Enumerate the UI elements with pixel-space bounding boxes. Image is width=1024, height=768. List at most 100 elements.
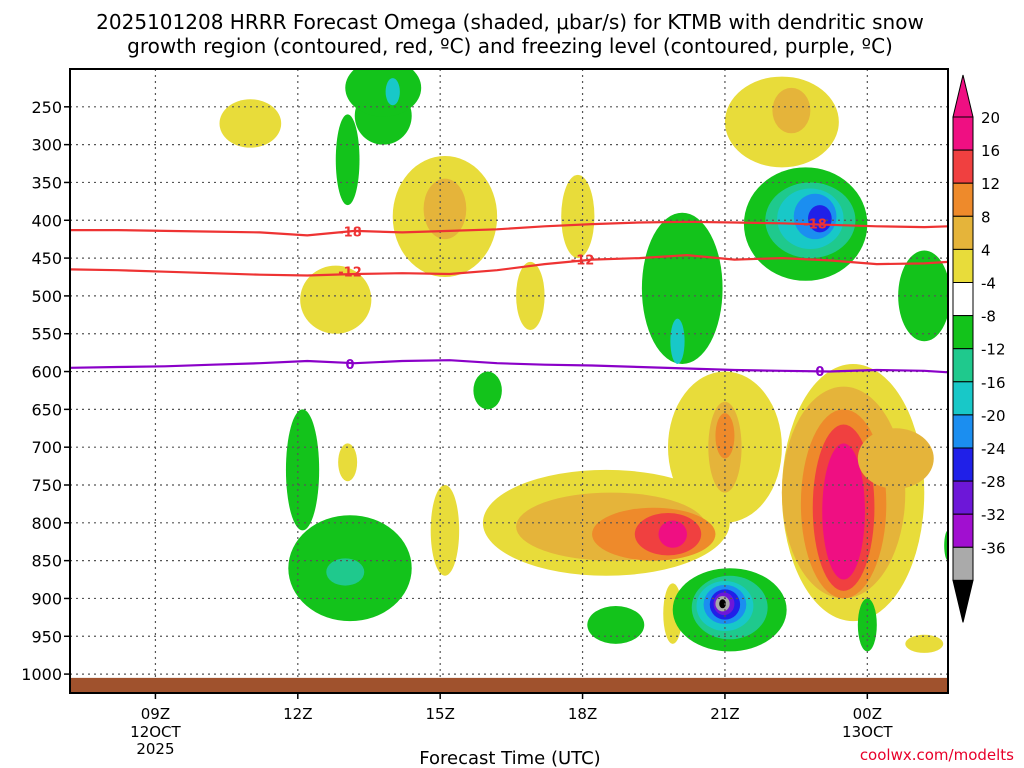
omega-region-yellow-500-13z xyxy=(300,265,372,334)
colorbar-swatch-4 xyxy=(952,248,974,283)
label-0-23z: 0 xyxy=(815,365,824,380)
chart-title-line-1: 2025101208 HRRR Forecast Omega (shaded, … xyxy=(96,10,924,34)
x-tick-label-09Z: 09Z xyxy=(141,705,170,723)
plot-frame xyxy=(69,68,949,694)
y-tick-label-750: 750 xyxy=(31,476,62,495)
colorbar-label--12: -12 xyxy=(981,341,1006,359)
colorbar-label-20: 20 xyxy=(981,109,1000,127)
omega-region-magenta-760-23z xyxy=(822,443,865,580)
omega-region-black-910-21z xyxy=(719,599,726,609)
x-tick-date-09Z: 12OCT xyxy=(130,723,181,741)
colorbar-swatch--12 xyxy=(952,348,974,383)
colorbar-swatch--28 xyxy=(952,480,974,515)
x-tick-date-00Z: 13OCT xyxy=(842,723,893,741)
colorbar-top-arrow xyxy=(952,74,974,118)
y-tick-label-800: 800 xyxy=(31,514,62,533)
y-tick-label-250: 250 xyxy=(31,98,62,117)
isotherm--18-label: -18 xyxy=(338,226,362,241)
x-tick-label-18Z: 18Z xyxy=(568,705,597,723)
x-tick-label-12Z: 12Z xyxy=(283,705,312,723)
colorbar-label-4: 4 xyxy=(981,241,991,259)
colorbar-label-16: 16 xyxy=(981,142,1000,160)
omega-region-yellow-250 xyxy=(219,99,282,148)
y-tick-label-500: 500 xyxy=(31,287,62,306)
colorbar-swatch--36 xyxy=(952,546,974,581)
colorbar-label-8: 8 xyxy=(981,208,991,226)
colorbar: 20 16 12 8 4 -4 -8 -12 -16 -20 -24 -28 -32 -36 xyxy=(952,74,1006,623)
isotherm-0-label: 0 xyxy=(345,358,354,373)
label-18-23z: -18 xyxy=(803,217,827,232)
colorbar-label--16: -16 xyxy=(981,374,1006,392)
colorbar-swatch--24 xyxy=(952,447,974,482)
colorbar-swatch--20 xyxy=(952,414,974,449)
colorbar-swatch-8 xyxy=(952,215,974,250)
y-tick-label-700: 700 xyxy=(31,438,62,457)
isotherm--12-label: -12 xyxy=(338,266,362,281)
y-tick-label-950: 950 xyxy=(31,627,62,646)
colorbar-bottom-arrow xyxy=(952,579,974,623)
y-tick-label-450: 450 xyxy=(31,249,62,268)
x-tick-year-09Z: 2025 xyxy=(136,740,174,758)
colorbar-label--20: -20 xyxy=(981,407,1006,425)
colorbar-swatch-20 xyxy=(952,116,974,151)
omega-region-green-thin-300 xyxy=(335,114,360,206)
omega-region-yellow-800-15z xyxy=(430,485,460,576)
x-axis-title: Forecast Time (UTC) xyxy=(419,748,600,768)
omega-region-green-700-12z xyxy=(285,409,320,531)
omega-region-gold-720-24z xyxy=(857,428,934,489)
y-tick-label-650: 650 xyxy=(31,400,62,419)
y-tick-label-350: 350 xyxy=(31,173,62,192)
isotherm--12-line xyxy=(70,253,948,277)
omega-region-yellow-480-17z xyxy=(516,261,545,330)
colorbar-swatch-16 xyxy=(952,149,974,184)
isotherm-contours: -18 -12 0 -12 -18 0 xyxy=(70,217,948,380)
colorbar-label--36: -36 xyxy=(981,539,1006,557)
y-tick-label-600: 600 xyxy=(31,363,62,382)
colorbar-swatch--8 xyxy=(952,315,974,350)
colorbar-swatch--4 xyxy=(952,282,974,317)
x-tick-label-21Z: 21Z xyxy=(710,705,739,723)
omega-region-teal-870-13z xyxy=(326,558,365,586)
omega-region-gold-250-22z xyxy=(772,87,811,134)
chart-title-line-2: growth region (contoured, red, ºC) and f… xyxy=(127,34,893,58)
y-tick-label-850: 850 xyxy=(31,552,62,571)
label-12-18z: -12 xyxy=(571,254,595,269)
colorbar-label-12: 12 xyxy=(981,175,1000,193)
omega-region-green-620-16z xyxy=(473,371,502,410)
isotherm--18-line xyxy=(70,220,948,237)
y-tick-label-300: 300 xyxy=(31,136,62,155)
omega-region-magenta-820-20z xyxy=(658,520,687,548)
isotherm-0-line xyxy=(70,359,948,374)
omega-region-green-480-20z xyxy=(641,212,723,364)
omega-region-gold-375 xyxy=(423,178,467,240)
omega-region-cyan-560-20z xyxy=(670,318,685,364)
x-tick-label-00Z: 00Z xyxy=(853,705,882,723)
colorbar-swatch-12 xyxy=(952,182,974,217)
y-tick-label-900: 900 xyxy=(31,589,62,608)
omega-region-green-920-24z xyxy=(857,598,877,652)
omega-shading xyxy=(219,69,948,653)
omega-region-yellow-960-25z xyxy=(905,634,944,653)
colorbar-label--28: -28 xyxy=(981,473,1006,491)
omega-region-yellow-400-18z xyxy=(561,174,595,259)
y-tick-label-400: 400 xyxy=(31,211,62,230)
omega-region-cyan-top-core xyxy=(385,78,400,106)
ground-terrain xyxy=(70,677,948,693)
colorbar-label--4: -4 xyxy=(981,275,996,293)
omega-region-green-top-blob xyxy=(345,69,422,117)
colorbar-swatch--32 xyxy=(952,513,974,548)
y-tick-label-1000: 1000 xyxy=(21,665,62,684)
omega-region-yellow-720-13z xyxy=(338,443,358,482)
colorbar-label--32: -32 xyxy=(981,506,1006,524)
plot-area: -18 -12 0 -12 -18 0 xyxy=(70,69,948,693)
credit-link[interactable]: coolwx.com/modelts xyxy=(860,746,1014,764)
x-tick-label-15Z: 15Z xyxy=(425,705,454,723)
colorbar-label--8: -8 xyxy=(981,308,996,326)
colorbar-swatch--16 xyxy=(952,381,974,416)
colorbar-label--24: -24 xyxy=(981,440,1006,458)
omega-region-green-900-18z xyxy=(587,606,645,644)
pressure-axis: 250 300 350 400 450 500 550 600 650 700 750 800 850 9… xyxy=(21,98,70,684)
grid-lines xyxy=(70,69,948,693)
